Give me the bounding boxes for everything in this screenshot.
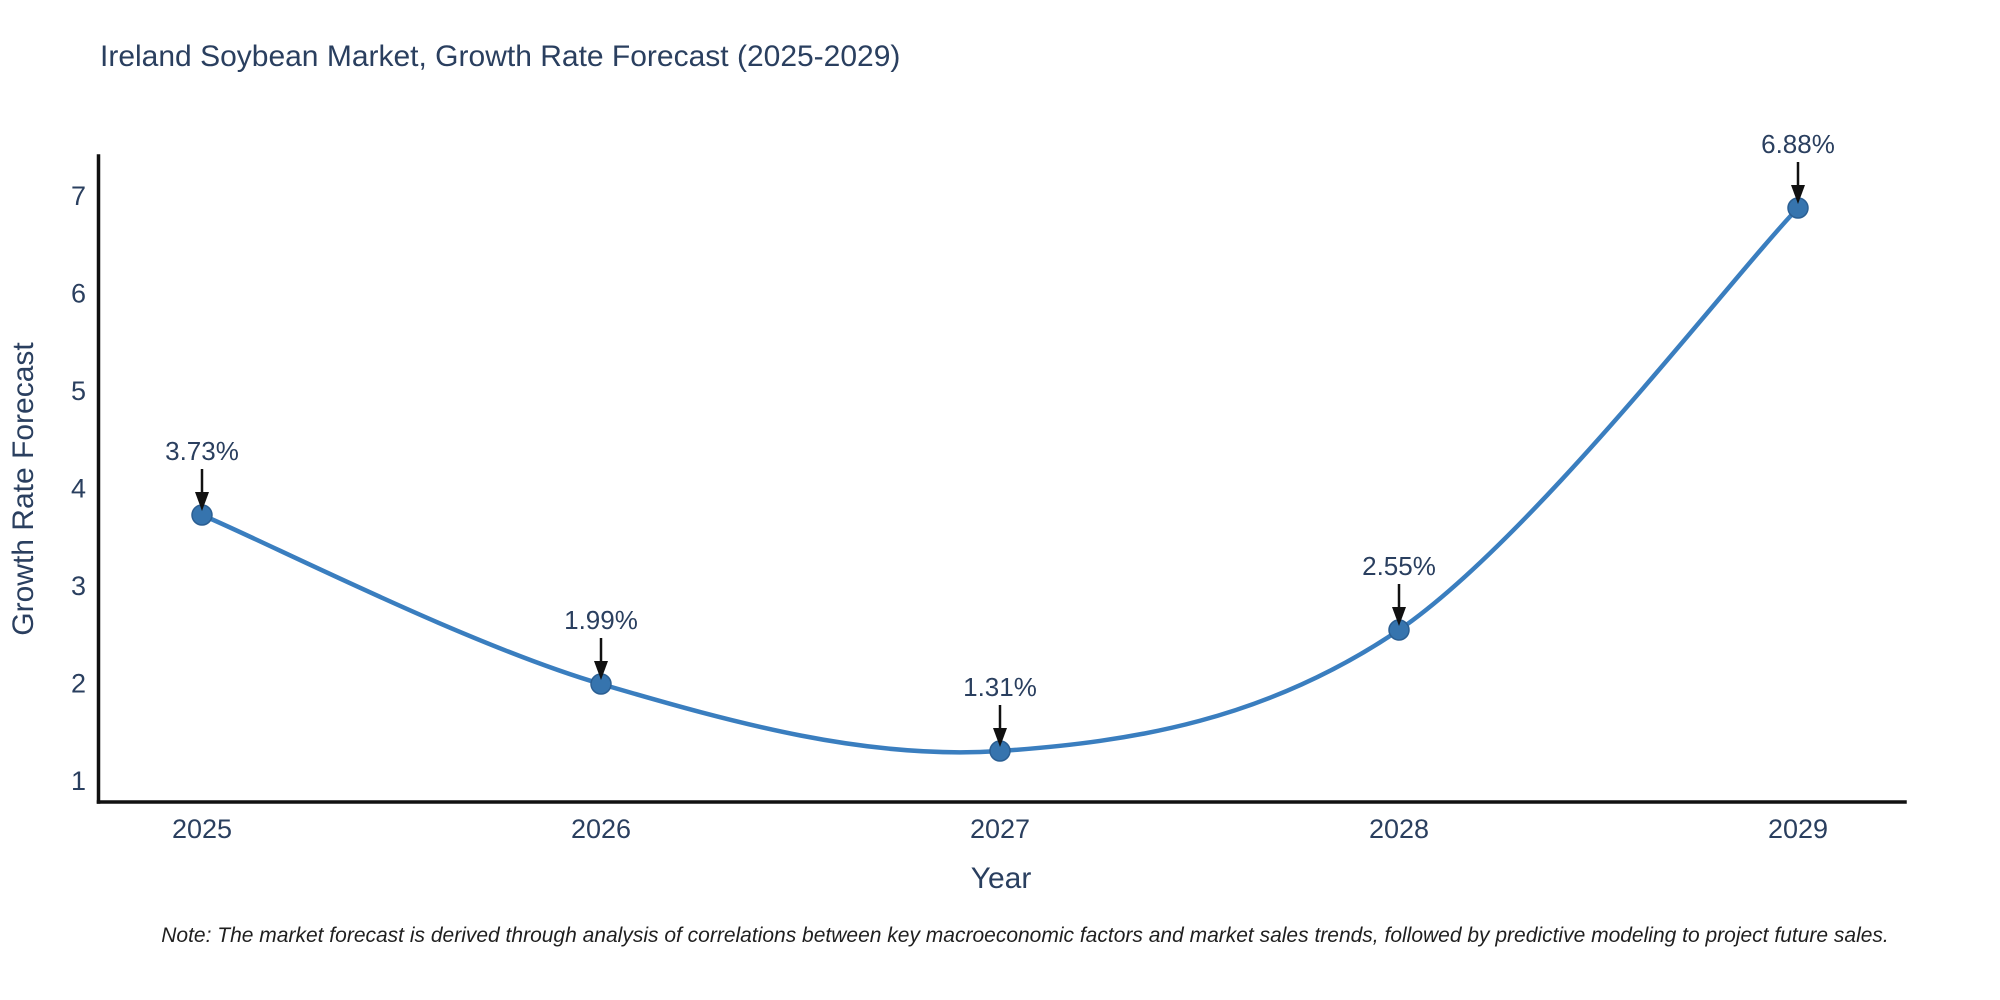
annotation-2028: 2.55% (1362, 551, 1436, 626)
arrow-head-2027 (993, 728, 1007, 747)
annotation-2025: 3.73% (165, 436, 239, 511)
arrow-head-2028 (1392, 607, 1406, 626)
point-label-2029: 6.88% (1761, 129, 1835, 159)
footnote: Note: The market forecast is derived thr… (161, 924, 1889, 947)
y-tick-4: 4 (71, 474, 86, 504)
y-tick-7: 7 (71, 181, 86, 211)
point-label-2027: 1.31% (963, 672, 1037, 702)
point-label-2028: 2.55% (1362, 551, 1436, 581)
y-tick-6: 6 (71, 279, 86, 309)
annotations: 3.73% 1.99% 1.31% 2.55% 6.88% (165, 129, 1835, 747)
x-tick-2028: 2028 (1369, 814, 1429, 844)
y-tick-5: 5 (71, 376, 86, 406)
y-tick-1: 1 (71, 766, 86, 796)
annotation-2029: 6.88% (1761, 129, 1835, 204)
x-tick-2025: 2025 (172, 814, 232, 844)
y-axis-title: Growth Rate Forecast (7, 342, 40, 636)
x-axis-ticks: 2025 2026 2027 2028 2029 (172, 814, 1828, 844)
annotation-2026: 1.99% (564, 605, 638, 680)
trend-line (199, 205, 1801, 755)
arrow-head-2026 (594, 661, 608, 680)
point-label-2025: 3.73% (165, 436, 239, 466)
chart-title: Ireland Soybean Market, Growth Rate Fore… (100, 40, 900, 73)
axes (96, 154, 1907, 804)
x-axis-title: Year (971, 862, 1032, 895)
annotation-2027: 1.31% (963, 672, 1037, 747)
y-tick-3: 3 (71, 571, 86, 601)
y-axis-ticks: 1 2 3 4 5 6 7 (71, 181, 86, 796)
point-label-2026: 1.99% (564, 605, 638, 635)
x-tick-2026: 2026 (571, 814, 631, 844)
y-tick-2: 2 (71, 669, 86, 699)
arrow-head-2025 (195, 492, 209, 511)
x-tick-2027: 2027 (970, 814, 1030, 844)
arrow-head-2029 (1791, 185, 1805, 204)
x-tick-2029: 2029 (1768, 814, 1828, 844)
